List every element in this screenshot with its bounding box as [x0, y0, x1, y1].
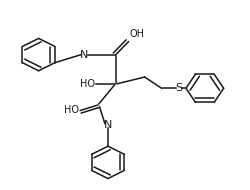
Text: OH: OH: [130, 29, 145, 40]
Text: HO: HO: [64, 105, 79, 116]
Text: S: S: [175, 83, 182, 93]
Text: HO: HO: [80, 79, 95, 89]
Text: N: N: [80, 50, 88, 60]
Text: N: N: [104, 120, 112, 130]
